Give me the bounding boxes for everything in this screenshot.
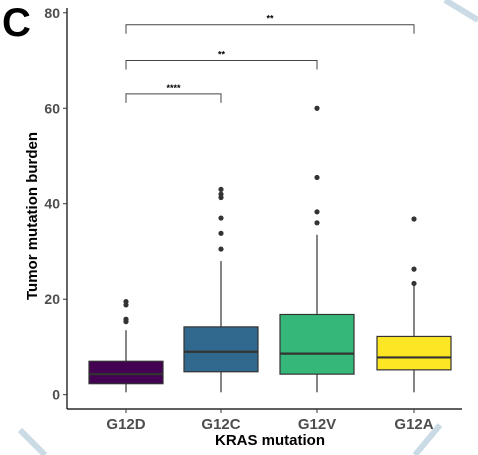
outlier-point <box>411 280 417 287</box>
outlier-point <box>411 266 417 272</box>
y-tick-label: 40 <box>44 196 60 212</box>
outlier-point <box>314 105 320 111</box>
significance-bracket: ** <box>125 50 318 70</box>
y-tick-label: 60 <box>44 100 60 116</box>
x-tick-label: G12D <box>106 416 145 433</box>
box-g12a <box>376 216 452 393</box>
significance-label: ** <box>266 14 274 24</box>
x-tick-label: G12C <box>201 416 240 433</box>
significance-label: **** <box>166 83 181 93</box>
y-tick-label: 80 <box>44 5 60 21</box>
outlier-point <box>218 230 224 236</box>
significance-brackets: ******** <box>125 14 415 103</box>
outlier-point <box>123 298 129 305</box>
y-axis-title: Tumor mutation burden <box>24 132 41 300</box>
panel-letter: C <box>2 1 31 45</box>
box-g12v <box>279 105 355 393</box>
x-ticks: G12D G12C G12V G12A <box>106 409 434 433</box>
significance-bracket: **** <box>125 83 222 103</box>
y-tick-label: 0 <box>52 387 60 403</box>
outlier-point <box>314 220 320 226</box>
outlier-point <box>314 174 320 181</box>
boxes <box>88 105 452 393</box>
box-g12c <box>183 186 259 393</box>
background-decoration <box>17 0 478 455</box>
bracket-line <box>125 93 222 103</box>
iqr-box <box>183 326 259 373</box>
outlier-point <box>411 216 417 222</box>
x-axis-title: KRAS mutation <box>215 432 325 449</box>
bracket-line <box>125 24 415 34</box>
outlier-point <box>218 191 224 197</box>
iqr-box <box>376 335 452 371</box>
outlier-point <box>218 246 224 252</box>
outlier-point <box>218 215 224 221</box>
significance-label: ** <box>218 50 226 60</box>
bracket-line <box>125 60 318 70</box>
outlier-point <box>314 209 320 215</box>
y-tick-label: 20 <box>44 291 60 307</box>
x-tick-label: G12V <box>298 416 336 433</box>
iqr-box <box>88 360 164 385</box>
box-g12d <box>88 298 164 393</box>
significance-bracket: ** <box>125 14 415 34</box>
y-ticks: 0 20 40 60 80 <box>44 5 67 403</box>
x-tick-label: G12A <box>394 416 433 433</box>
axes <box>66 8 462 410</box>
outlier-point <box>218 186 224 193</box>
outlier-point <box>123 316 129 322</box>
iqr-box <box>279 313 355 375</box>
